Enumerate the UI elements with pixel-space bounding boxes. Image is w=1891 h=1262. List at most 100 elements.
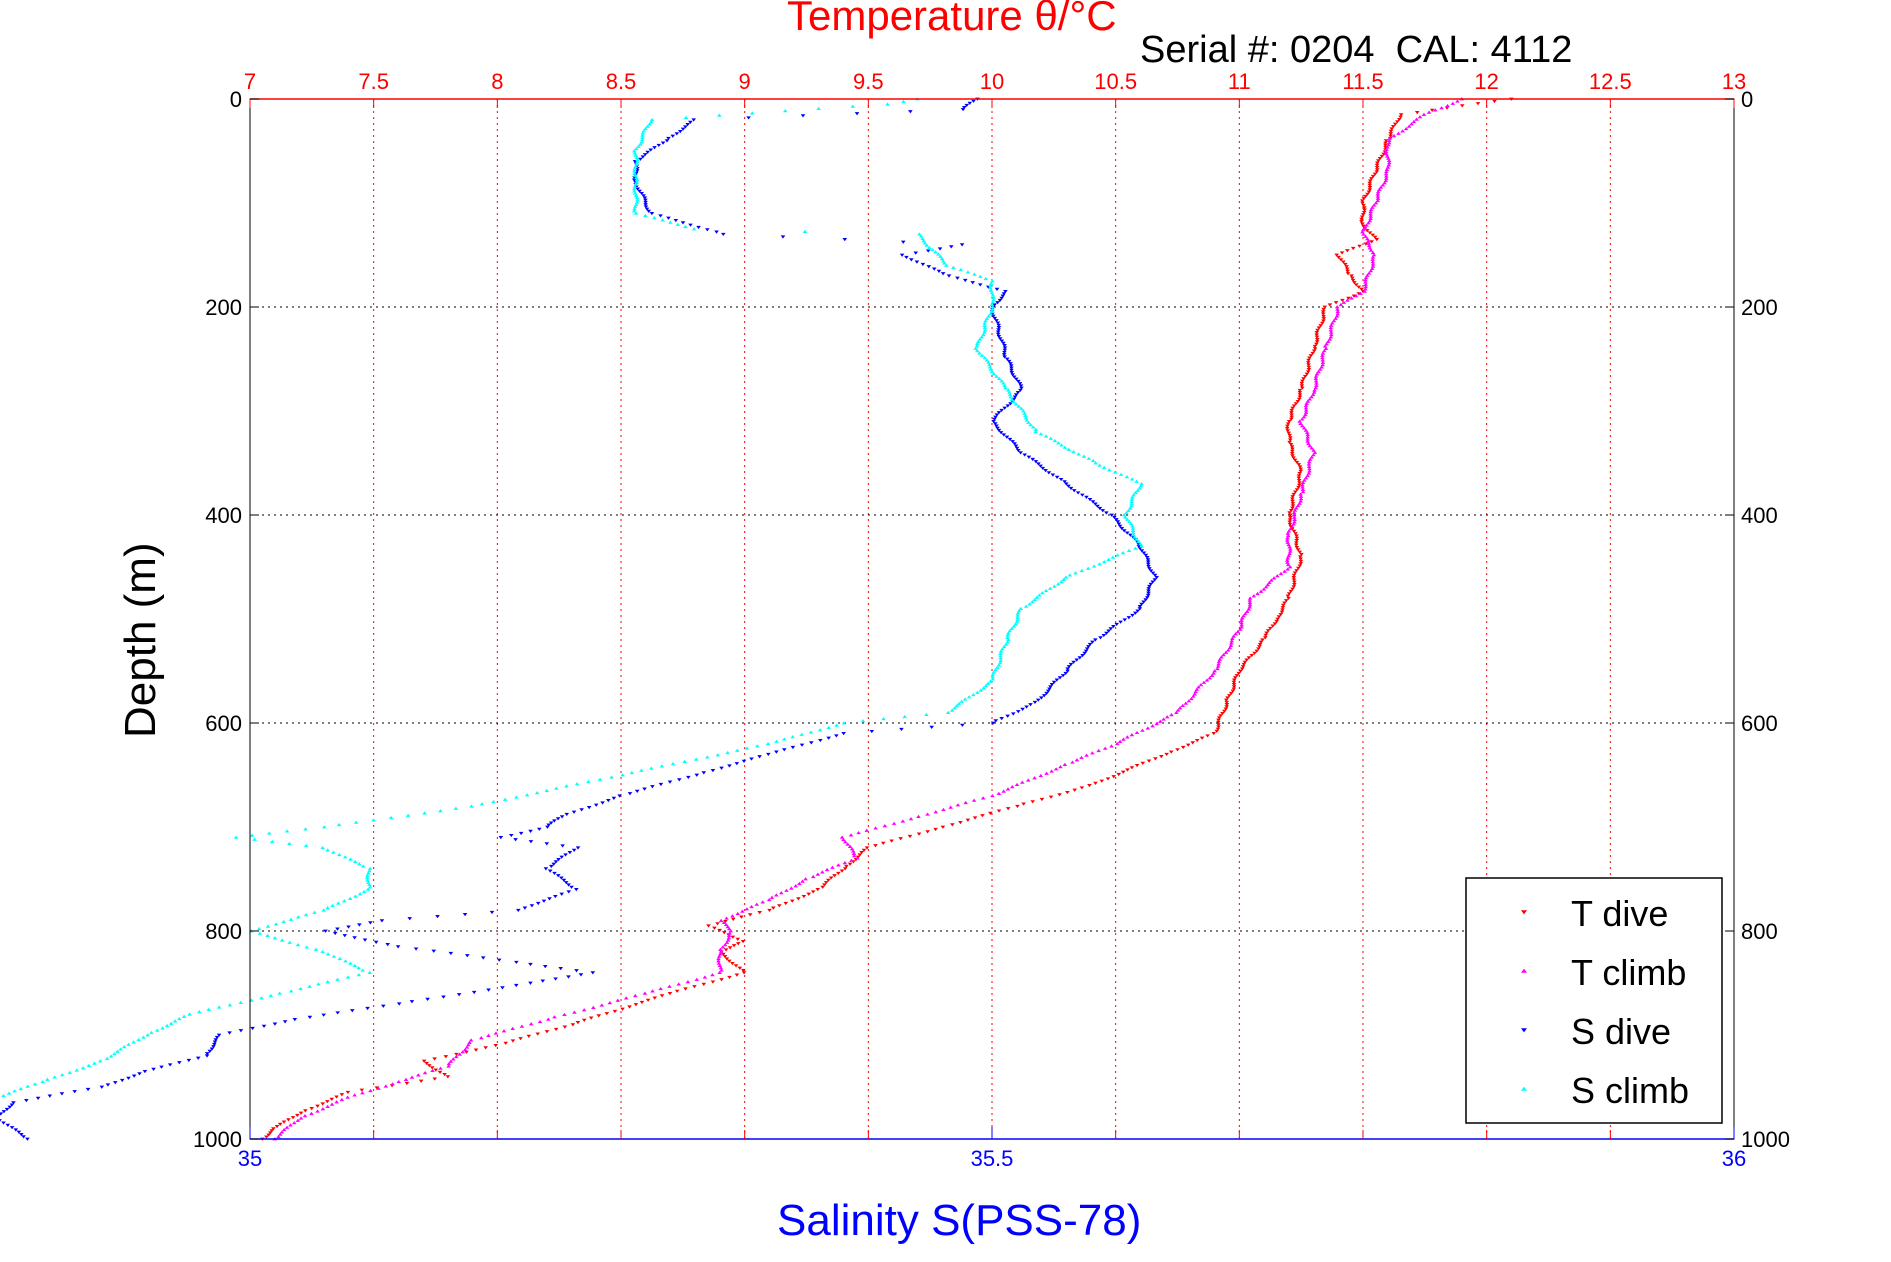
data-point <box>1388 132 1394 136</box>
data-point <box>1257 645 1262 649</box>
data-point <box>433 1068 439 1072</box>
data-point <box>514 795 519 799</box>
data-point <box>1084 753 1089 757</box>
data-point <box>1444 106 1450 110</box>
data-point <box>1040 466 1046 471</box>
data-point <box>1335 307 1340 311</box>
data-point <box>1364 229 1370 233</box>
data-point <box>991 420 996 424</box>
data-point <box>631 209 637 213</box>
data-point <box>526 1034 532 1038</box>
data-point <box>1038 464 1043 468</box>
data-point <box>940 825 946 829</box>
data-point <box>972 816 978 820</box>
data-point <box>1375 192 1381 196</box>
data-point <box>1116 772 1122 777</box>
data-point <box>1135 488 1140 492</box>
data-point <box>1263 585 1269 589</box>
data-point <box>1136 539 1141 544</box>
data-point <box>1309 395 1314 399</box>
data-point <box>281 1120 287 1124</box>
data-point <box>1036 462 1041 466</box>
data-point <box>986 360 991 364</box>
data-point <box>984 358 990 362</box>
data-point <box>724 957 730 961</box>
data-point <box>620 773 625 777</box>
data-point <box>1291 578 1297 582</box>
data-point <box>960 723 965 727</box>
data-point <box>1363 194 1368 199</box>
data-point <box>1119 526 1125 531</box>
data-point <box>972 272 977 276</box>
data-point <box>1390 125 1396 129</box>
data-point <box>924 243 930 247</box>
data-point <box>264 1135 269 1139</box>
data-point <box>1140 761 1146 765</box>
data-point <box>181 1014 187 1018</box>
data-point <box>13 1128 19 1132</box>
data-point <box>1175 748 1180 752</box>
data-point <box>572 1010 577 1014</box>
data-point <box>590 971 596 975</box>
data-point <box>816 106 821 111</box>
data-point <box>631 169 637 173</box>
data-point <box>1001 433 1007 437</box>
data-point <box>998 656 1004 660</box>
data-point <box>1002 346 1008 350</box>
data-point <box>287 841 292 846</box>
data-point <box>632 204 638 209</box>
data-point <box>1231 682 1237 687</box>
data-point <box>303 912 309 917</box>
data-point <box>1333 316 1338 320</box>
data-point <box>1207 676 1213 680</box>
data-point <box>810 890 816 894</box>
data-point <box>985 681 991 686</box>
data-point <box>1286 554 1291 558</box>
data-point <box>995 426 1000 430</box>
data-point <box>996 325 1002 330</box>
data-point <box>836 871 841 876</box>
data-point <box>806 892 812 896</box>
data-point <box>578 973 584 977</box>
data-point <box>682 759 687 764</box>
data-point <box>4 1107 10 1112</box>
data-point <box>316 982 321 986</box>
data-point <box>632 151 638 155</box>
data-point <box>1352 281 1357 285</box>
data-point <box>730 961 735 966</box>
data-point <box>1314 381 1319 385</box>
data-point <box>40 1079 46 1084</box>
data-point <box>1320 312 1326 316</box>
data-point <box>1333 301 1339 305</box>
top-tick-label: 10 <box>980 69 1004 94</box>
data-point <box>1307 444 1313 448</box>
data-point <box>1137 486 1142 490</box>
data-point <box>705 755 710 759</box>
data-point <box>1311 349 1317 353</box>
legend-marker <box>1521 1086 1527 1091</box>
data-point <box>1247 605 1253 609</box>
data-point <box>1338 258 1344 262</box>
data-point <box>1005 714 1010 718</box>
data-point <box>1055 582 1061 586</box>
data-point <box>941 807 946 812</box>
data-point <box>92 1061 97 1065</box>
data-point <box>1311 390 1317 394</box>
data-point <box>1291 510 1297 515</box>
data-point <box>674 989 680 993</box>
data-point <box>1139 549 1145 553</box>
data-point <box>1247 596 1253 600</box>
data-point <box>97 1059 103 1063</box>
data-point <box>1005 633 1011 637</box>
data-point <box>1302 478 1307 482</box>
data-point <box>1387 136 1393 140</box>
data-point <box>995 332 1001 336</box>
data-point <box>366 871 371 875</box>
data-point <box>5 1123 11 1127</box>
data-point <box>921 239 926 243</box>
data-point <box>631 187 637 191</box>
data-point <box>1346 296 1351 300</box>
data-point <box>1030 800 1035 804</box>
data-point <box>1360 213 1366 217</box>
